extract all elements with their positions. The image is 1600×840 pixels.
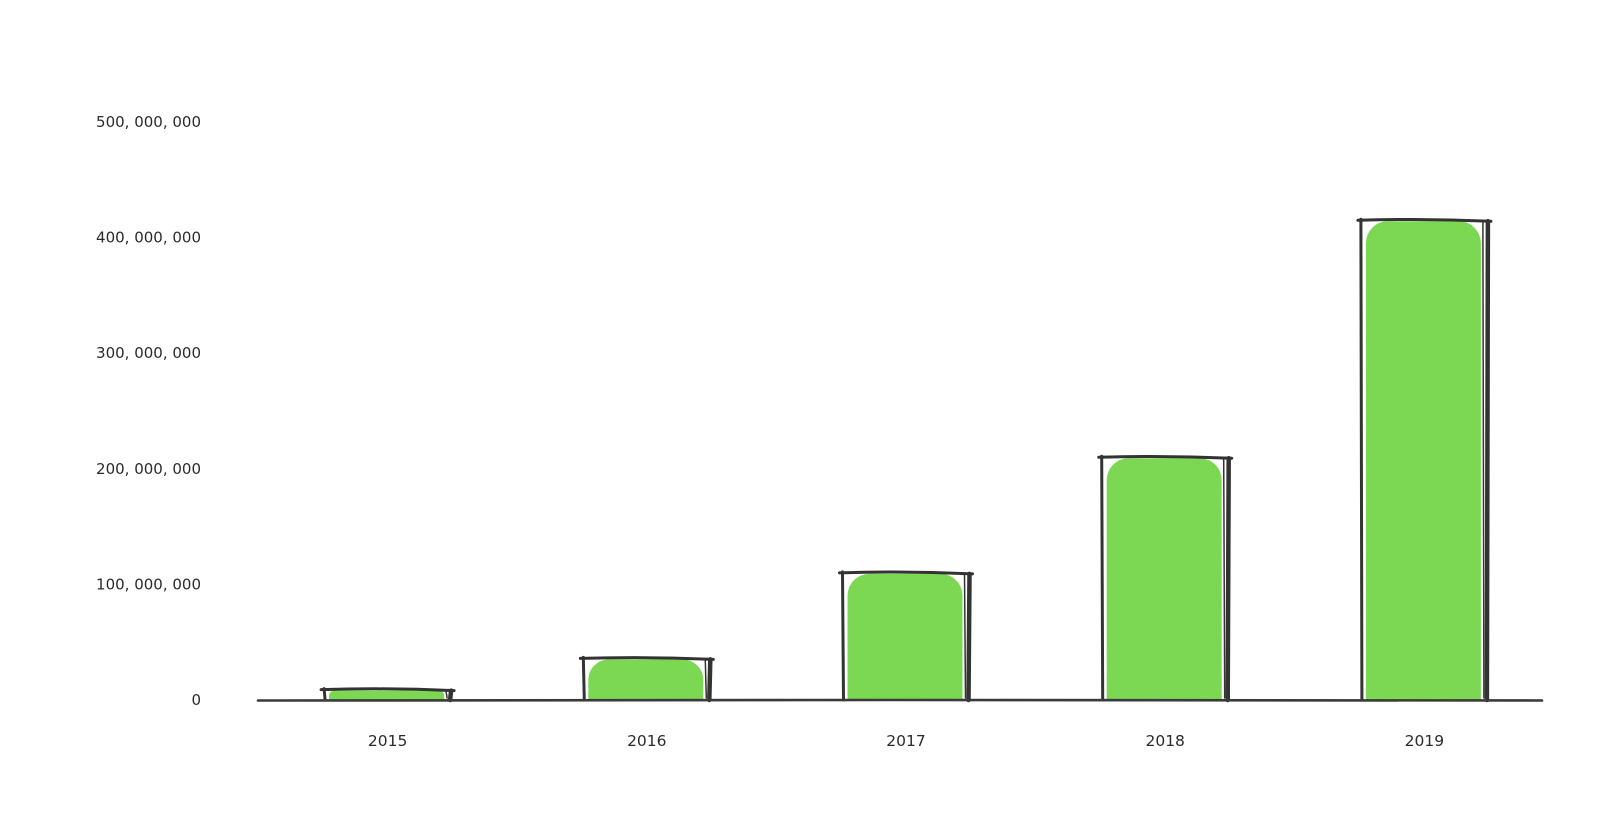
bar-2019: [1356, 217, 1493, 703]
bar-fill-base: [329, 694, 445, 700]
bar-outline-right: [1225, 455, 1231, 703]
y-axis-ticks: 0 100, 000, 000 200, 000, 000 300, 000, 000…: [96, 113, 201, 709]
x-tick-label: 2017: [886, 732, 925, 750]
y-tick-label: 100, 000, 000: [96, 575, 201, 593]
bar-fill-base: [588, 679, 704, 700]
bar-outline-top: [1356, 217, 1493, 223]
bar-outline-left: [1359, 217, 1364, 702]
bar-outline-top: [578, 656, 715, 661]
x-axis-line: [256, 698, 1544, 702]
bar-fill: [847, 573, 963, 700]
y-tick-label: 400, 000, 000: [96, 229, 201, 247]
x-tick-label: 2019: [1405, 732, 1444, 750]
bar-fill-base: [847, 678, 963, 700]
bar-fill: [1106, 458, 1222, 700]
y-tick-label: 0: [191, 691, 201, 709]
bar-outline-right: [447, 688, 454, 703]
bar-outline-inner: [1222, 458, 1226, 699]
bar-outline-right: [966, 571, 972, 703]
bar-outline-left: [1100, 454, 1105, 702]
bar-outline-inner: [704, 659, 708, 699]
bar-outline-right: [1484, 219, 1491, 703]
bar-outline-top: [319, 687, 456, 693]
bar-outline-inner: [1482, 221, 1485, 699]
bar-fill-base: [1106, 678, 1222, 700]
y-tick-label: 500, 000, 000: [96, 113, 201, 131]
bar-2017: [838, 570, 974, 703]
bar-2016: [578, 655, 715, 703]
bar-outline-inner: [963, 574, 967, 699]
bar-outline-left: [322, 687, 327, 702]
x-tick-label: 2015: [368, 732, 407, 750]
y-tick-label: 200, 000, 000: [96, 460, 201, 478]
bar-outline-left: [841, 570, 845, 702]
bar-outline-inner: [445, 690, 448, 699]
bar-2015: [319, 687, 456, 703]
x-tick-label: 2018: [1145, 732, 1184, 750]
bar-outline-left: [581, 655, 586, 702]
bar-outline-top: [838, 570, 974, 576]
bars: [319, 217, 1493, 703]
bar-outline-top: [1097, 454, 1234, 460]
bar-fill-base: [1365, 678, 1481, 700]
x-tick-label: 2016: [627, 732, 666, 750]
y-tick-label: 300, 000, 000: [96, 344, 201, 362]
x-axis-labels: 2015 2016 2017 2018 2019: [368, 732, 1444, 750]
bar-outline-right: [707, 657, 713, 703]
bar-fill: [1365, 221, 1481, 700]
bar-2018: [1097, 454, 1234, 703]
x-axis: [256, 698, 1544, 702]
